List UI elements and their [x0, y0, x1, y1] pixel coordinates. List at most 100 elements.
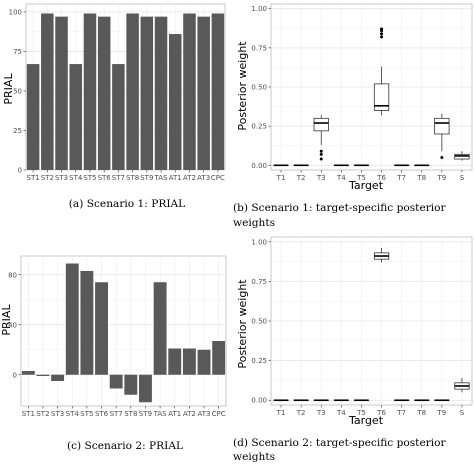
- x-tick-label: AT2: [183, 410, 196, 418]
- caption-c: (c) Scenario 2: PRIAL: [67, 440, 183, 452]
- bar: [197, 17, 210, 170]
- x-tick-label: ST2: [36, 410, 49, 418]
- x-tick-label: ST7: [112, 174, 125, 182]
- x-tick-label: CPC: [212, 410, 226, 418]
- outlier-point: [320, 153, 323, 156]
- bar: [168, 349, 181, 375]
- y-ticks-b: 0.000.250.500.751.00: [251, 5, 271, 170]
- bar: [124, 375, 137, 395]
- box: [314, 118, 328, 131]
- x-tick-label: ST6: [98, 174, 112, 182]
- x-tick-label: ST3: [55, 174, 68, 182]
- x-tick-label: ST8: [126, 174, 139, 182]
- bar: [80, 271, 93, 375]
- y-tick-label: 0: [18, 167, 22, 175]
- bar: [110, 375, 123, 389]
- x-tick-label: ST7: [110, 410, 123, 418]
- bar: [55, 17, 68, 170]
- x-tick-label: T9: [436, 174, 446, 182]
- x-tick-label: ST9: [140, 174, 153, 182]
- caption-a: (a) Scenario 1: PRIAL: [69, 198, 185, 210]
- bar: [112, 64, 125, 170]
- caption-d-line2: weights: [233, 451, 275, 463]
- caption-d-line1: (d) Scenario 2: target-specific posterio…: [233, 437, 447, 449]
- x-axis-title-b: Target: [348, 179, 384, 192]
- y-tick-label: 0.00: [251, 162, 267, 170]
- bar: [51, 375, 64, 381]
- bar: [183, 349, 196, 375]
- x-tick-label: T4: [336, 174, 346, 182]
- x-tick-label: T1: [276, 174, 286, 182]
- bar: [183, 13, 196, 170]
- x-tick-label: ST4: [69, 174, 83, 182]
- x-tick-label: TAS: [153, 410, 168, 418]
- y-axis-title-d: Posterior weight: [236, 279, 249, 369]
- bar: [169, 34, 182, 170]
- x-tick-label: S: [460, 409, 465, 417]
- y-tick-label: 25: [13, 127, 22, 135]
- outlier-point: [380, 35, 383, 38]
- bar: [198, 350, 211, 375]
- bar: [66, 264, 79, 375]
- y-tick-label: 0.50: [251, 84, 267, 92]
- bar: [126, 13, 139, 170]
- x-tick-label: ST5: [83, 174, 96, 182]
- bar: [37, 375, 50, 376]
- y-tick-label: 0.75: [251, 278, 267, 286]
- x-tick-label: AT3: [198, 410, 211, 418]
- y-tick-label: 100: [9, 8, 22, 16]
- y-axis-title-a: PRIAL: [2, 73, 15, 105]
- caption-b-line2: weights: [233, 217, 275, 229]
- box: [435, 118, 449, 134]
- bar: [98, 17, 111, 170]
- x-tick-label: AT3: [197, 174, 210, 182]
- bar: [95, 282, 108, 375]
- y-tick-label: 0: [13, 371, 17, 379]
- y-tick-label: 1.00: [251, 238, 267, 246]
- plot-area-c: [21, 256, 226, 406]
- x-tick-label: ST3: [51, 410, 64, 418]
- bar: [154, 282, 167, 375]
- bar: [84, 13, 97, 170]
- y-ticks-d: 0.000.250.500.751.00: [251, 238, 271, 404]
- x-tick-label: T7: [396, 174, 406, 182]
- y-tick-label: 0.25: [251, 123, 267, 131]
- x-tick-label: ST6: [95, 410, 109, 418]
- x-tick-label: T1: [276, 409, 286, 417]
- x-tick-label: T8: [416, 174, 426, 182]
- x-tick-label: AT2: [183, 174, 196, 182]
- x-tick-label: TAS: [154, 174, 169, 182]
- x-tick-label: T9: [436, 409, 446, 417]
- x-tick-label: T8: [416, 409, 426, 417]
- outlier-point: [380, 28, 383, 31]
- x-axis-title-d: Target: [348, 414, 384, 427]
- x-tick-label: AT1: [169, 174, 182, 182]
- x-tick-label: T3: [316, 409, 326, 417]
- outlier-point: [380, 32, 383, 35]
- y-tick-label: 75: [13, 48, 22, 56]
- y-tick-label: 0.25: [251, 357, 267, 365]
- bar: [155, 17, 168, 170]
- x-tick-label: S: [460, 174, 465, 182]
- y-axis-title-b: Posterior weight: [236, 41, 249, 131]
- x-tick-label: ST8: [124, 410, 137, 418]
- y-tick-label: 0.75: [251, 44, 267, 52]
- y-tick-label: 0.50: [251, 318, 267, 326]
- x-tick-label: ST9: [139, 410, 152, 418]
- outlier-point: [320, 158, 323, 161]
- caption-b-line1: (b) Scenario 1: target-specific posterio…: [233, 202, 447, 214]
- bar: [41, 13, 54, 170]
- bar: [27, 64, 40, 170]
- x-tick-label: T2: [296, 409, 306, 417]
- x-tick-label: ST5: [80, 410, 93, 418]
- x-tick-label: CPC: [211, 174, 225, 182]
- outlier-point: [440, 156, 443, 159]
- bar: [139, 375, 152, 403]
